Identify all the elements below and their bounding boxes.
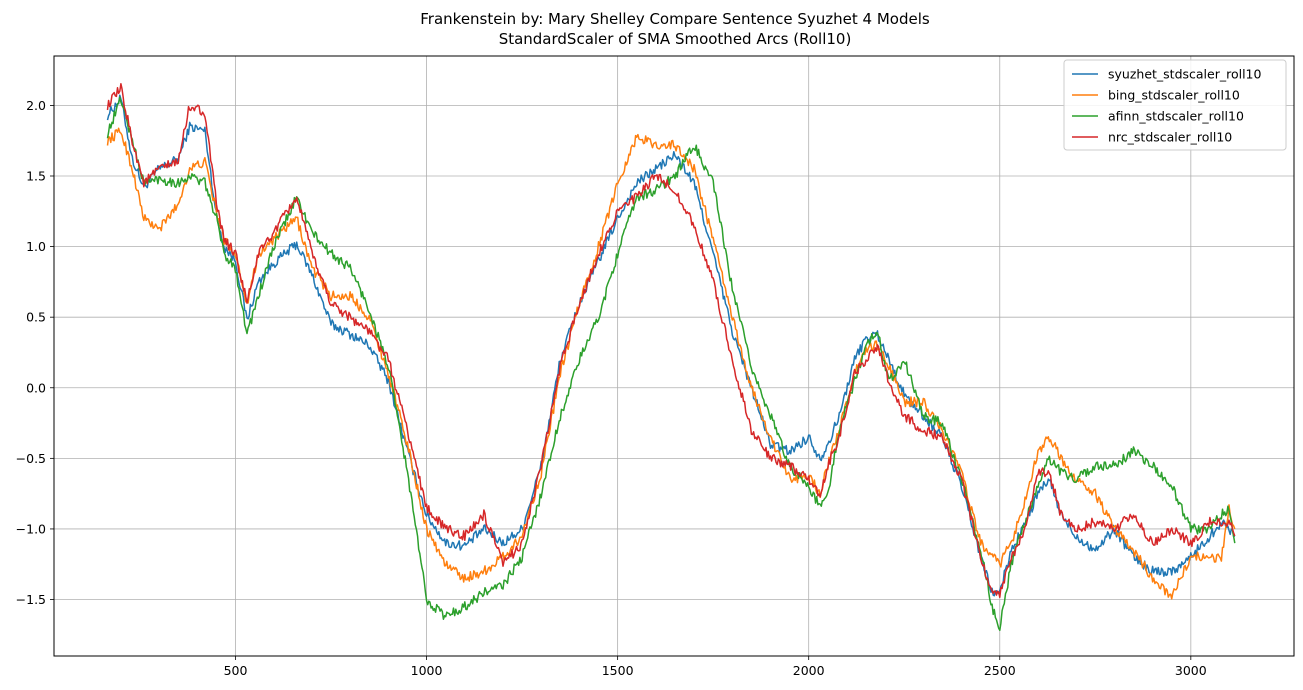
series-line-syuzhet_stdscaler_roll10 xyxy=(106,94,1236,597)
x-tick-label: 500 xyxy=(224,663,248,678)
y-tick-label: 0.0 xyxy=(26,380,46,395)
x-tick-label: 1000 xyxy=(411,663,443,678)
series-lines xyxy=(106,83,1236,632)
plot-frame xyxy=(53,55,1295,657)
x-tick-label: 3000 xyxy=(1175,663,1207,678)
x-tick-label: 2500 xyxy=(984,663,1016,678)
legend-entry: afinn_stdscaler_roll10 xyxy=(1108,109,1244,124)
y-tick-label: 1.0 xyxy=(26,239,46,254)
y-tick-label: −1.0 xyxy=(16,521,46,536)
y-tick-label: 0.5 xyxy=(26,310,46,325)
legend-entry: bing_stdscaler_roll10 xyxy=(1108,88,1240,103)
y-tick-label: 1.5 xyxy=(26,169,46,184)
chart-title-line-2: StandardScaler of SMA Smoothed Arcs (Rol… xyxy=(499,30,852,48)
legend-entry: syuzhet_stdscaler_roll10 xyxy=(1108,67,1262,82)
y-tick-label: 2.0 xyxy=(26,98,46,113)
axis-ticks: 500 1000 1500 2000 2500 3000 −1.5 −1.0 −0.5 0.0 0.… xyxy=(16,98,1207,678)
y-tick-label: −1.5 xyxy=(16,592,46,607)
chart-title-line-1: Frankenstein by: Mary Shelley Compare Se… xyxy=(420,10,930,28)
legend: syuzhet_stdscaler_roll10 bing_stdscaler_r… xyxy=(1063,59,1287,151)
x-tick-label: 2000 xyxy=(793,663,825,678)
series-line-bing_stdscaler_roll10 xyxy=(106,127,1236,600)
legend-box xyxy=(1063,59,1287,151)
legend-entry: nrc_stdscaler_roll10 xyxy=(1108,130,1232,145)
series-line-afinn_stdscaler_roll10 xyxy=(106,96,1236,632)
x-tick-label: 1500 xyxy=(602,663,634,678)
y-tick-label: −0.5 xyxy=(16,451,46,466)
series-line-nrc_stdscaler_roll10 xyxy=(106,83,1236,599)
